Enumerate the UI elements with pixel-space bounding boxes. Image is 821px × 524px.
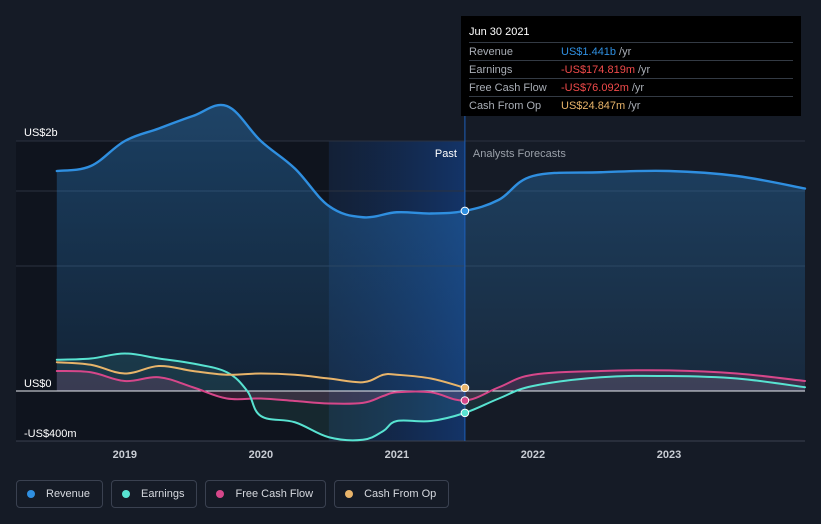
- legend-label: Revenue: [46, 488, 91, 500]
- x-tick-label: 2020: [249, 449, 273, 461]
- x-tick-label: 2021: [385, 449, 409, 461]
- y-tick-label: US$2b: [24, 127, 58, 139]
- x-tick-label: 2019: [113, 449, 137, 461]
- tooltip-row-revenue: Revenue US$1.441b /yr: [469, 42, 793, 60]
- x-tick-label: 2023: [657, 449, 681, 461]
- tooltip-value: -US$174.819m: [561, 63, 635, 76]
- cfo-marker: [460, 383, 470, 393]
- revenue-marker: [460, 206, 470, 216]
- y-tick-label: -US$400m: [24, 428, 77, 440]
- earnings-marker: [460, 408, 470, 418]
- legend-label: Earnings: [141, 488, 185, 500]
- legend-item-cash-from-op[interactable]: Cash From Op: [334, 480, 450, 508]
- legend: Revenue Earnings Free Cash Flow Cash Fro…: [16, 480, 450, 508]
- legend-label: Free Cash Flow: [235, 488, 314, 500]
- tooltip-value: -US$76.092m: [561, 81, 629, 94]
- tooltip-value: US$24.847m: [561, 99, 626, 112]
- x-tick-label: 2022: [521, 449, 545, 461]
- tooltip-value: US$1.441b: [561, 45, 617, 58]
- tooltip-label: Free Cash Flow: [469, 81, 547, 94]
- earnings-line: [55, 352, 806, 442]
- fcf-line: [55, 369, 806, 405]
- tooltip-label: Earnings: [469, 63, 513, 76]
- revenue-line: [55, 103, 807, 219]
- legend-item-free-cash-flow[interactable]: Free Cash Flow: [205, 480, 327, 508]
- tooltip: Jun 30 2021 Revenue US$1.441b /yr Earnin…: [461, 16, 801, 116]
- past-label: Past: [435, 148, 457, 160]
- tooltip-row-earnings: Earnings -US$174.819m /yr: [469, 60, 793, 78]
- fcf-marker: [460, 396, 470, 405]
- tooltip-label: Revenue: [469, 45, 514, 58]
- fcf-area: [56, 370, 805, 404]
- revenue-area: [56, 104, 805, 392]
- legend-item-revenue[interactable]: Revenue: [16, 480, 104, 508]
- tooltip-date: Jun 30 2021: [469, 26, 530, 38]
- circle-icon: [345, 490, 354, 498]
- y-tick-label: US$0: [24, 378, 52, 390]
- legend-label: Cash From Op: [364, 488, 437, 500]
- earnings-area: [56, 353, 805, 441]
- tooltip-unit: /yr: [619, 45, 632, 58]
- tooltip-unit: /yr: [638, 63, 651, 76]
- tooltip-unit: /yr: [628, 99, 641, 112]
- tooltip-row-free-cash-flow: Free Cash Flow -US$76.092m /yr: [469, 78, 793, 96]
- circle-icon: [27, 490, 35, 498]
- circle-icon: [216, 490, 225, 498]
- circle-icon: [122, 490, 131, 498]
- tooltip-label: Cash From Op: [469, 99, 542, 112]
- tooltip-row-cash-from-op: Cash From Op US$24.847m /yr: [469, 96, 793, 114]
- cfo-line: [55, 361, 466, 389]
- forecast-label: Analysts Forecasts: [473, 148, 566, 160]
- legend-item-earnings[interactable]: Earnings: [111, 480, 198, 508]
- tooltip-unit: /yr: [631, 81, 645, 94]
